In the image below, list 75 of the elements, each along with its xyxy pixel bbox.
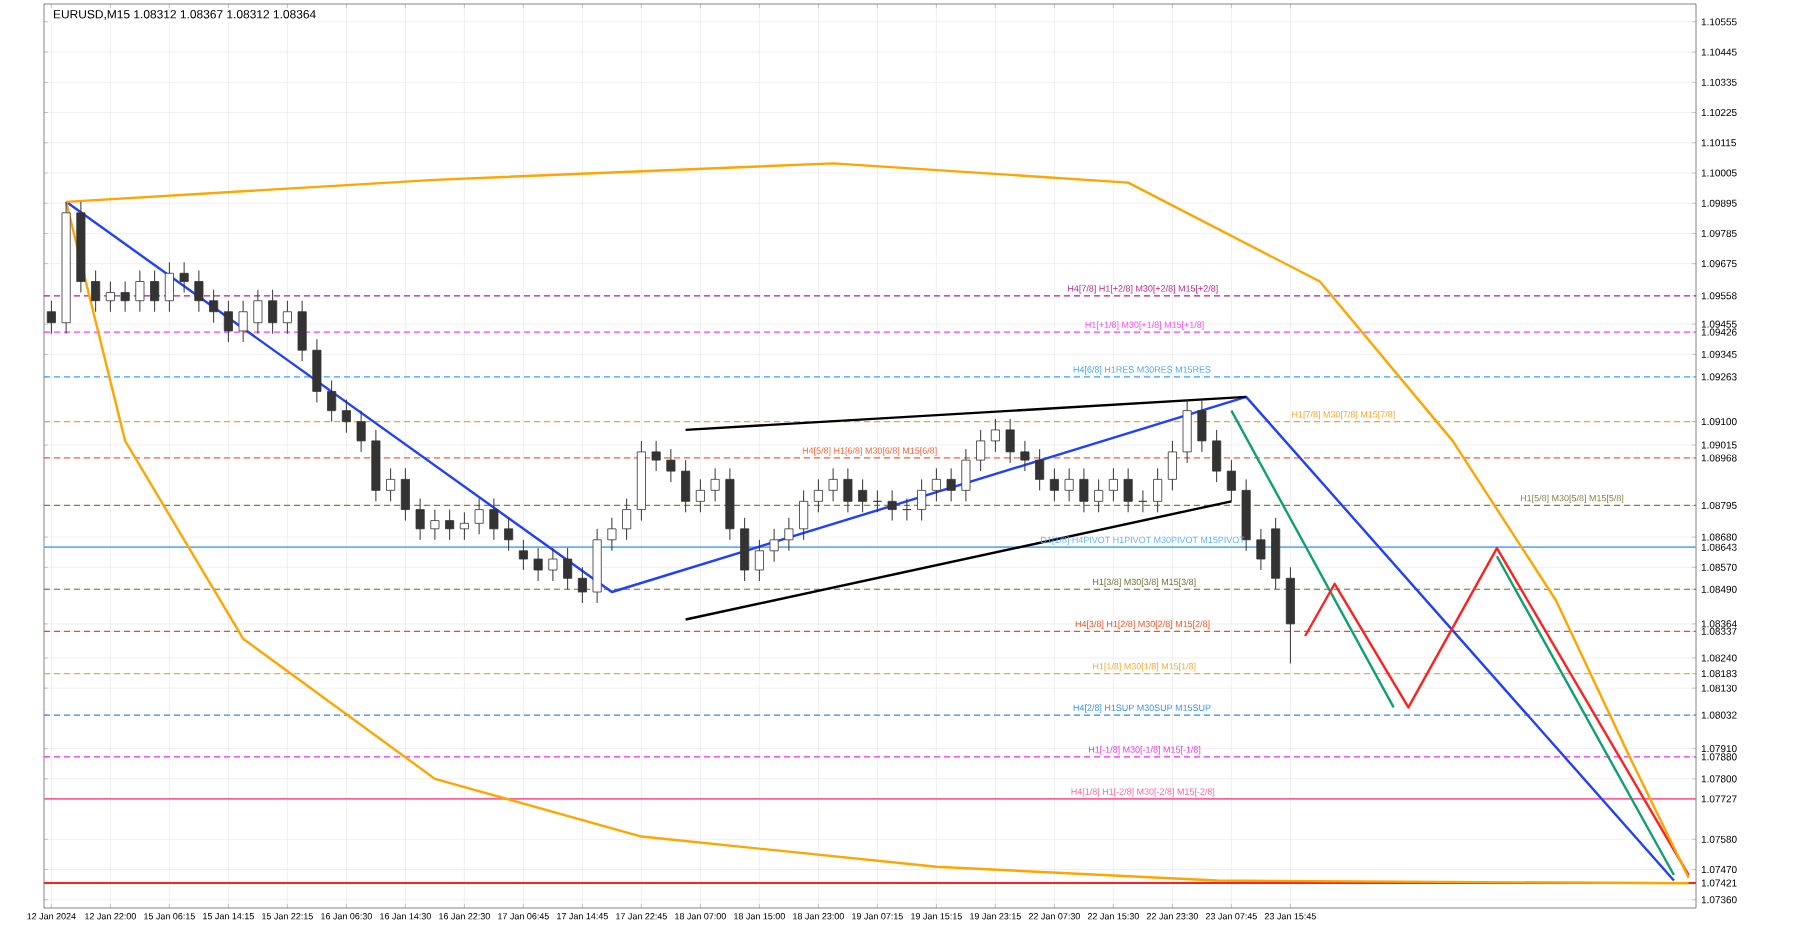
candlestick (474, 498, 484, 535)
candlestick (282, 300, 292, 335)
candlestick (666, 448, 676, 483)
candlestick (504, 517, 514, 552)
candlestick (917, 478, 927, 522)
candlestick (1212, 429, 1222, 483)
candlestick (1108, 467, 1118, 502)
candlestick (194, 270, 204, 313)
candlestick (858, 478, 868, 513)
candlestick (710, 467, 720, 502)
candlestick (120, 281, 130, 313)
candlestick (843, 467, 853, 513)
candlestick (740, 517, 750, 582)
candlestick (769, 528, 779, 563)
candlestick (400, 467, 410, 522)
candlestick (459, 511, 469, 541)
line-series (1303, 546, 1690, 877)
candlestick (1182, 399, 1192, 464)
candlestick (533, 547, 543, 582)
candlestick (548, 547, 558, 582)
candlestick (356, 410, 366, 453)
candlestick (828, 467, 838, 502)
candlestick (695, 478, 705, 513)
candlestick (931, 467, 941, 502)
candlestick (1256, 528, 1266, 571)
candlestick (445, 509, 455, 541)
candlestick (799, 489, 809, 541)
candlestick (813, 478, 823, 513)
candlestick (135, 270, 145, 313)
candlestick (489, 498, 499, 541)
candlestick (1285, 566, 1295, 664)
candlestick (268, 289, 278, 335)
candlestick (1167, 440, 1177, 491)
candlestick (386, 467, 396, 502)
candlestick (238, 300, 248, 343)
candlestick (961, 448, 971, 502)
candlestick (563, 547, 573, 590)
candlestick (1123, 467, 1133, 513)
candlestick (1197, 399, 1207, 453)
candlestick (976, 429, 986, 472)
candlestick (415, 498, 425, 541)
candlestick (223, 300, 233, 343)
candlestick (990, 418, 1000, 453)
candlestick (1226, 459, 1236, 502)
candlestick (784, 517, 794, 552)
candlestick (577, 566, 587, 604)
candlestick (1020, 440, 1030, 472)
candlestick (1153, 467, 1163, 513)
candlestick (327, 379, 337, 423)
candlestick (1035, 448, 1045, 491)
candlestick (518, 539, 528, 571)
candlestick (1064, 467, 1074, 502)
candlestick (681, 459, 691, 513)
candlestick (150, 270, 160, 313)
candlestick (105, 281, 115, 313)
candlestick (651, 440, 661, 472)
candlestick (341, 399, 351, 434)
candlestick (1005, 418, 1015, 464)
candlestick (622, 498, 632, 541)
candlestick (887, 489, 897, 522)
candlestick (179, 261, 189, 293)
candlestick (209, 289, 219, 324)
candlestick (253, 289, 263, 335)
candlestick (1079, 467, 1089, 513)
candlestick (46, 300, 56, 335)
candlestick (297, 300, 307, 362)
candlestick (312, 338, 322, 403)
candlestick (1094, 478, 1104, 513)
candlestick (946, 467, 956, 502)
candlestick (91, 270, 101, 313)
candlestick (1049, 467, 1059, 502)
candlestick (754, 539, 764, 582)
candlestick (164, 261, 174, 313)
candlestick (430, 509, 440, 541)
candlestick (607, 517, 617, 552)
